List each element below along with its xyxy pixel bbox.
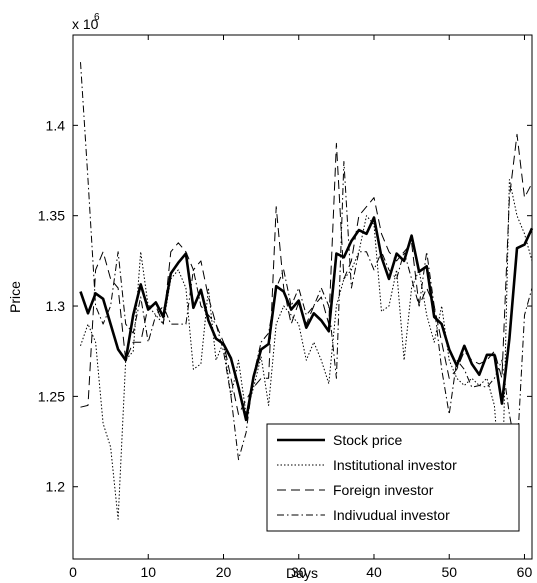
x-tick-label: 30: [291, 564, 307, 580]
series-line-stock-price: [79, 216, 534, 422]
y-tick-label: 1.35: [38, 208, 65, 224]
legend-label: Institutional investor: [333, 457, 457, 473]
plot-series: [79, 62, 534, 520]
x-tick-label: 50: [441, 564, 457, 580]
x-tick-label: 0: [69, 564, 77, 580]
y-tick-label: 1.4: [46, 117, 66, 133]
x-tick-label: 10: [140, 564, 156, 580]
legend-label: Stock price: [333, 432, 402, 448]
y-tick-label: 1.3: [46, 298, 66, 314]
plot-area-frame: [72, 34, 533, 560]
x-tick-label: 20: [216, 564, 232, 580]
y-exponent-power: 6: [94, 12, 100, 23]
y-exponent-label: x 10: [72, 16, 99, 32]
series-line-institutional-investor: [80, 179, 533, 520]
legend-label: Indivudual investor: [333, 507, 450, 523]
legend-box: [266, 423, 520, 532]
y-tick-label: 1.25: [38, 388, 65, 404]
y-axis-label: Price: [7, 281, 23, 313]
legend-label: Foreign investor: [333, 482, 434, 498]
legend: Stock price Institutional investor Foreign…: [266, 423, 520, 532]
x-tick-label: 60: [517, 564, 533, 580]
x-tick-label: 40: [366, 564, 382, 580]
axis-ticks: 0 10 20 30 40 50 60 1.2 1.25 1.3 1.35 1.4: [38, 35, 533, 580]
x-axis-label: Days: [286, 565, 318, 581]
y-tick-label: 1.2: [46, 479, 66, 495]
